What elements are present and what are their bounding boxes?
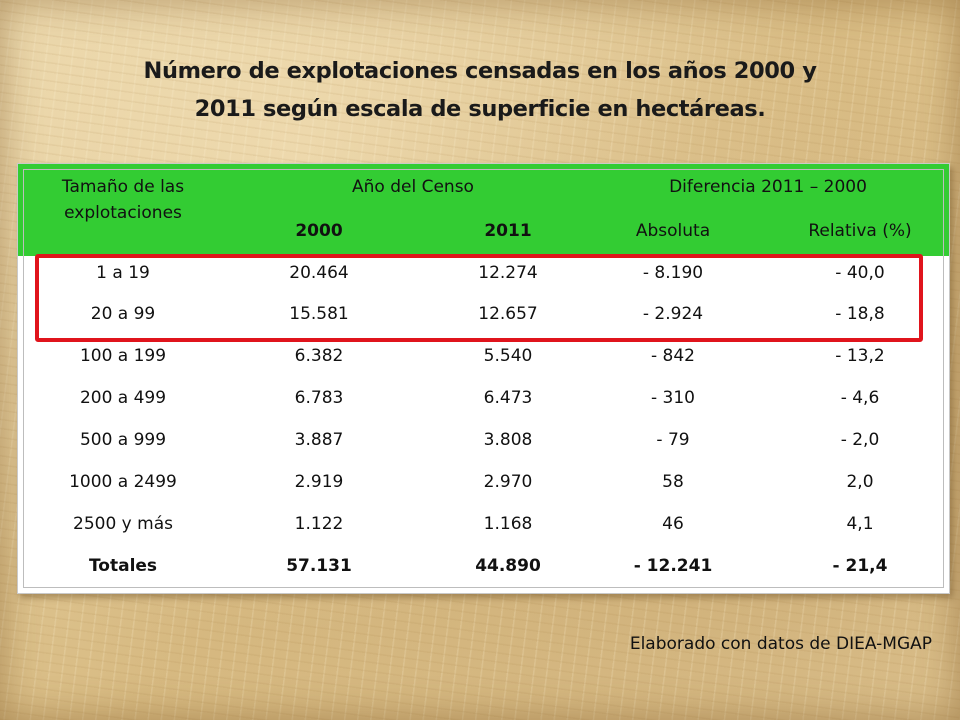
cell-absolute: 58 [662,472,684,492]
cell-2011: 12.274 [478,263,538,283]
census-table: Tamaño de las explotaciones Año del Cens… [17,163,950,594]
table-header [18,164,949,256]
header-census-year: Año del Censo [352,177,474,197]
header-size: Tamaño de las explotaciones [28,174,218,226]
cell-2011: 12.657 [478,304,538,324]
cell-2000: 6.783 [294,388,344,408]
cell-absolute: - 8.190 [642,263,704,283]
cell-relative: - 2,0 [840,430,880,450]
header-2011: 2011 [484,221,532,241]
cell-size: 200 a 499 [79,388,167,408]
cell-2000: 57.131 [286,556,352,576]
cell-2000: 1.122 [294,514,344,534]
header-absolute: Absoluta [635,221,711,241]
cell-2011: 6.473 [483,388,533,408]
cell-absolute: - 12.241 [633,556,713,576]
cell-size: 2500 y más [73,514,173,534]
cell-2000: 6.382 [294,346,344,366]
cell-2011: 1.168 [483,514,533,534]
cell-relative: 2,0 [846,472,874,492]
cell-relative: - 40,0 [835,263,885,283]
header-size-line-1: Tamaño de las [61,177,185,197]
header-size-line-2: explotaciones [64,203,182,223]
header-2000: 2000 [295,221,343,241]
cell-size: Totales [88,556,158,576]
cell-2011: 5.540 [483,346,533,366]
cell-size: 100 a 199 [79,346,167,366]
cell-2000: 3.887 [294,430,344,450]
cell-relative: - 4,6 [840,388,880,408]
cell-2000: 20.464 [289,263,349,283]
cell-size: 1 a 19 [96,263,150,283]
page-title: Número de explotaciones censadas en los … [60,52,900,128]
cell-relative: 4,1 [846,514,874,534]
header-difference: Diferencia 2011 – 2000 [669,177,867,197]
cell-2000: 2.919 [294,472,344,492]
cell-absolute: - 79 [656,430,690,450]
highlight-box [35,254,923,342]
cell-size: 20 a 99 [90,304,156,324]
cell-2000: 15.581 [289,304,349,324]
cell-size: 500 a 999 [79,430,167,450]
cell-2011: 3.808 [483,430,533,450]
title-line-1: Número de explotaciones censadas en los … [143,58,817,84]
title-line-2: 2011 según escala de superficie en hectá… [194,96,766,122]
cell-absolute: - 2.924 [642,304,704,324]
cell-2011: 44.890 [475,556,541,576]
cell-relative: - 13,2 [835,346,885,366]
cell-size: 1000 a 2499 [69,472,177,492]
cell-absolute: - 310 [651,388,695,408]
cell-absolute: - 842 [651,346,695,366]
source-note: Elaborado con datos de DIEA-MGAP [629,634,932,654]
cell-relative: - 18,8 [835,304,885,324]
cell-2011: 2.970 [483,472,533,492]
header-relative: Relativa (%) [808,221,912,241]
cell-absolute: 46 [662,514,684,534]
cell-relative: - 21,4 [832,556,888,576]
